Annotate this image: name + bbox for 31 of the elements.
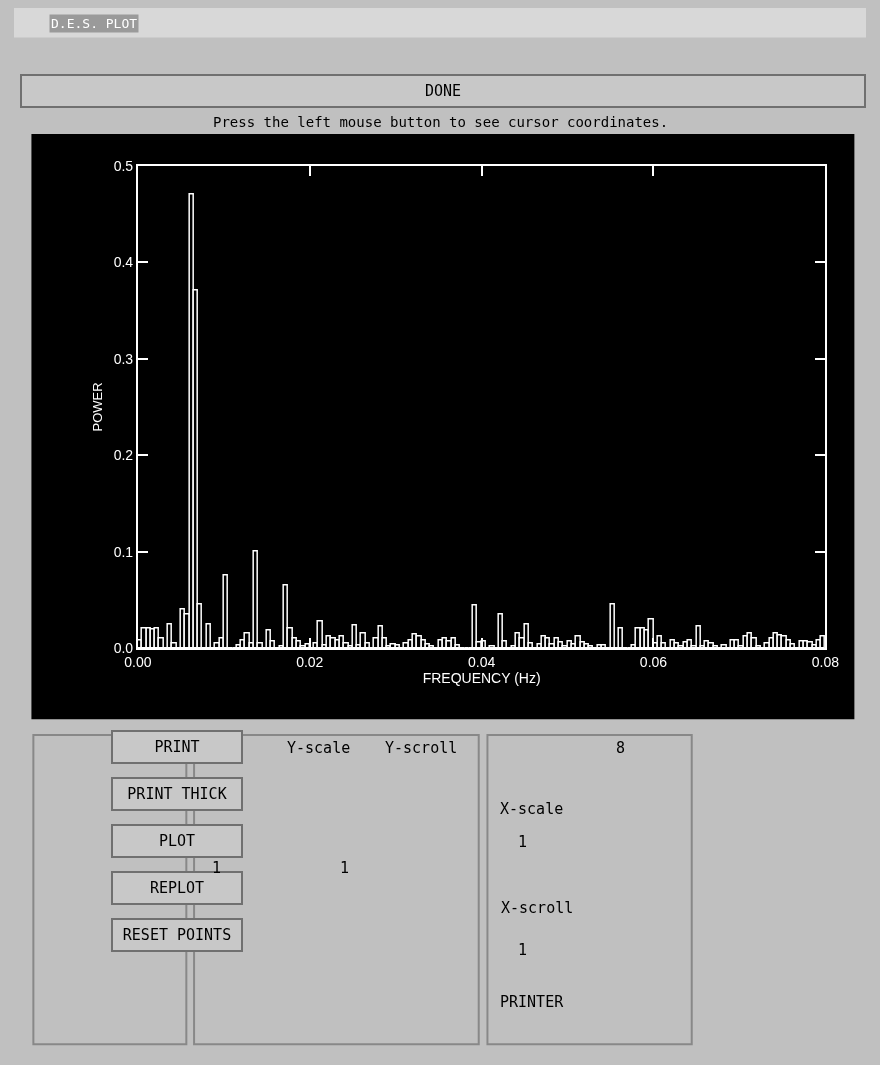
text: 8 [616,739,626,757]
y-axis-title: POWER [90,382,106,432]
y-tick-label: 0.5 [113,157,134,174]
text: X-scroll [501,899,574,917]
x-axis-title: FREQUENCY (Hz) [422,670,541,687]
text: PRINT THICK [127,785,227,803]
text: DONE [424,82,462,100]
y-tick-label: 0.0 [113,640,134,657]
text: 1 [518,833,528,851]
x-tick-label: 0.04 [468,654,496,671]
chart-title: D.E.S. PLOT [51,16,138,31]
text: REPLOT [149,879,205,897]
y-tick-label: 0.1 [113,543,134,560]
text: PRINT [154,738,200,756]
text: PRINTER [500,993,565,1011]
text: Y-scroll [385,739,458,757]
y-tick-label: 0.3 [113,350,134,367]
text: 1 [212,859,222,877]
text: RESET POINTS [122,926,232,944]
y-tick-label: 0.2 [113,447,134,464]
text: 1 [340,859,350,877]
chart-subtitle: Press the left mouse button to see cursor coordinates. [213,114,669,130]
text: 1 [518,941,528,959]
text: X-scale [500,800,564,818]
x-tick-label: 0.00 [124,654,152,671]
text: Y-scale [287,739,351,757]
x-tick-label: 0.08 [811,654,840,671]
y-tick-label: 0.4 [113,254,134,271]
x-tick-label: 0.02 [296,654,324,671]
text: PLOT [158,832,196,850]
x-tick-label: 0.06 [639,654,668,671]
